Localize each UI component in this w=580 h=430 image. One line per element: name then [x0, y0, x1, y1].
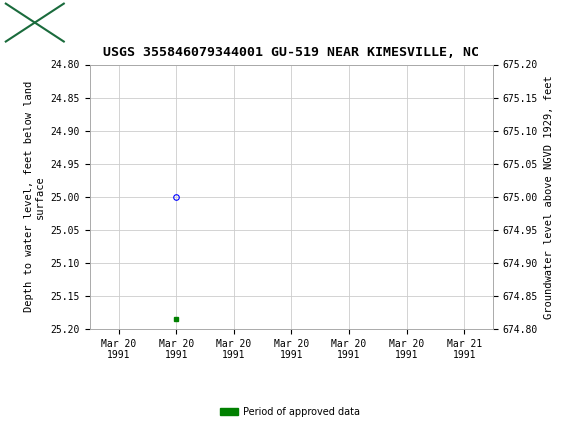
Text: USGS: USGS: [75, 15, 122, 30]
Y-axis label: Groundwater level above NGVD 1929, feet: Groundwater level above NGVD 1929, feet: [543, 75, 553, 319]
Title: USGS 355846079344001 GU-519 NEAR KIMESVILLE, NC: USGS 355846079344001 GU-519 NEAR KIMESVI…: [103, 46, 480, 59]
Y-axis label: Depth to water level, feet below land
surface: Depth to water level, feet below land su…: [24, 81, 45, 312]
Legend: Period of approved data: Period of approved data: [216, 403, 364, 421]
FancyBboxPatch shape: [6, 3, 64, 42]
